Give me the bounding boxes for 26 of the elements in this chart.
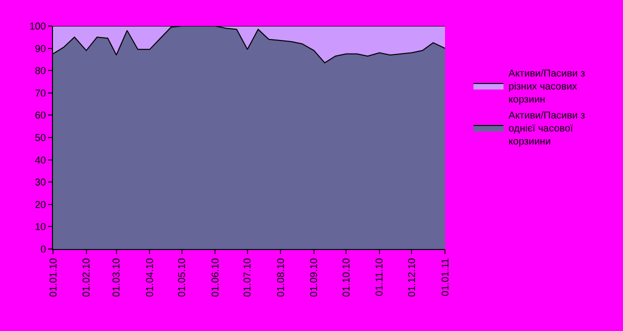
x-tick-label: 01.02.10 bbox=[82, 258, 93, 297]
x-tick-label: 01.07.10 bbox=[242, 258, 254, 297]
x-tick-label: 01.01.10 bbox=[48, 258, 60, 297]
x-tick-label: 01.10.10 bbox=[341, 258, 352, 297]
y-tick-label: 30 bbox=[34, 178, 46, 189]
y-tick-label: 0 bbox=[40, 244, 46, 256]
y-tick-label: 20 bbox=[34, 200, 46, 211]
x-tick-label: 01.04.10 bbox=[144, 258, 156, 297]
y-tick-label: 70 bbox=[34, 88, 46, 100]
x-tick-label: 01.11.10 bbox=[374, 258, 386, 296]
legend-label: Активи/Пасиви з однієї часової корзиини bbox=[508, 110, 586, 148]
y-tick-label: 80 bbox=[34, 66, 46, 78]
y-tick-label: 90 bbox=[34, 44, 46, 55]
y-tick-label: 60 bbox=[34, 110, 46, 122]
y-tick-label: 40 bbox=[34, 155, 46, 166]
x-tick-label: 01.01.11 bbox=[440, 258, 452, 296]
x-tick-label: 01.08.10 bbox=[276, 258, 287, 297]
y-tick-label: 50 bbox=[34, 133, 46, 144]
x-tick-label: 01.03.10 bbox=[112, 258, 123, 297]
x-tick-label: 01.09.10 bbox=[309, 258, 320, 297]
x-tick-label: 01.12.10 bbox=[406, 258, 418, 297]
legend-label: Активи/Пасиви з різних часових корзиин bbox=[508, 68, 586, 106]
y-tick-label: 100 bbox=[29, 22, 46, 32]
y-tick-label: 10 bbox=[34, 222, 46, 234]
x-tick-label: 01.05.10 bbox=[177, 258, 188, 297]
x-tick-label: 01.06.10 bbox=[210, 258, 222, 297]
